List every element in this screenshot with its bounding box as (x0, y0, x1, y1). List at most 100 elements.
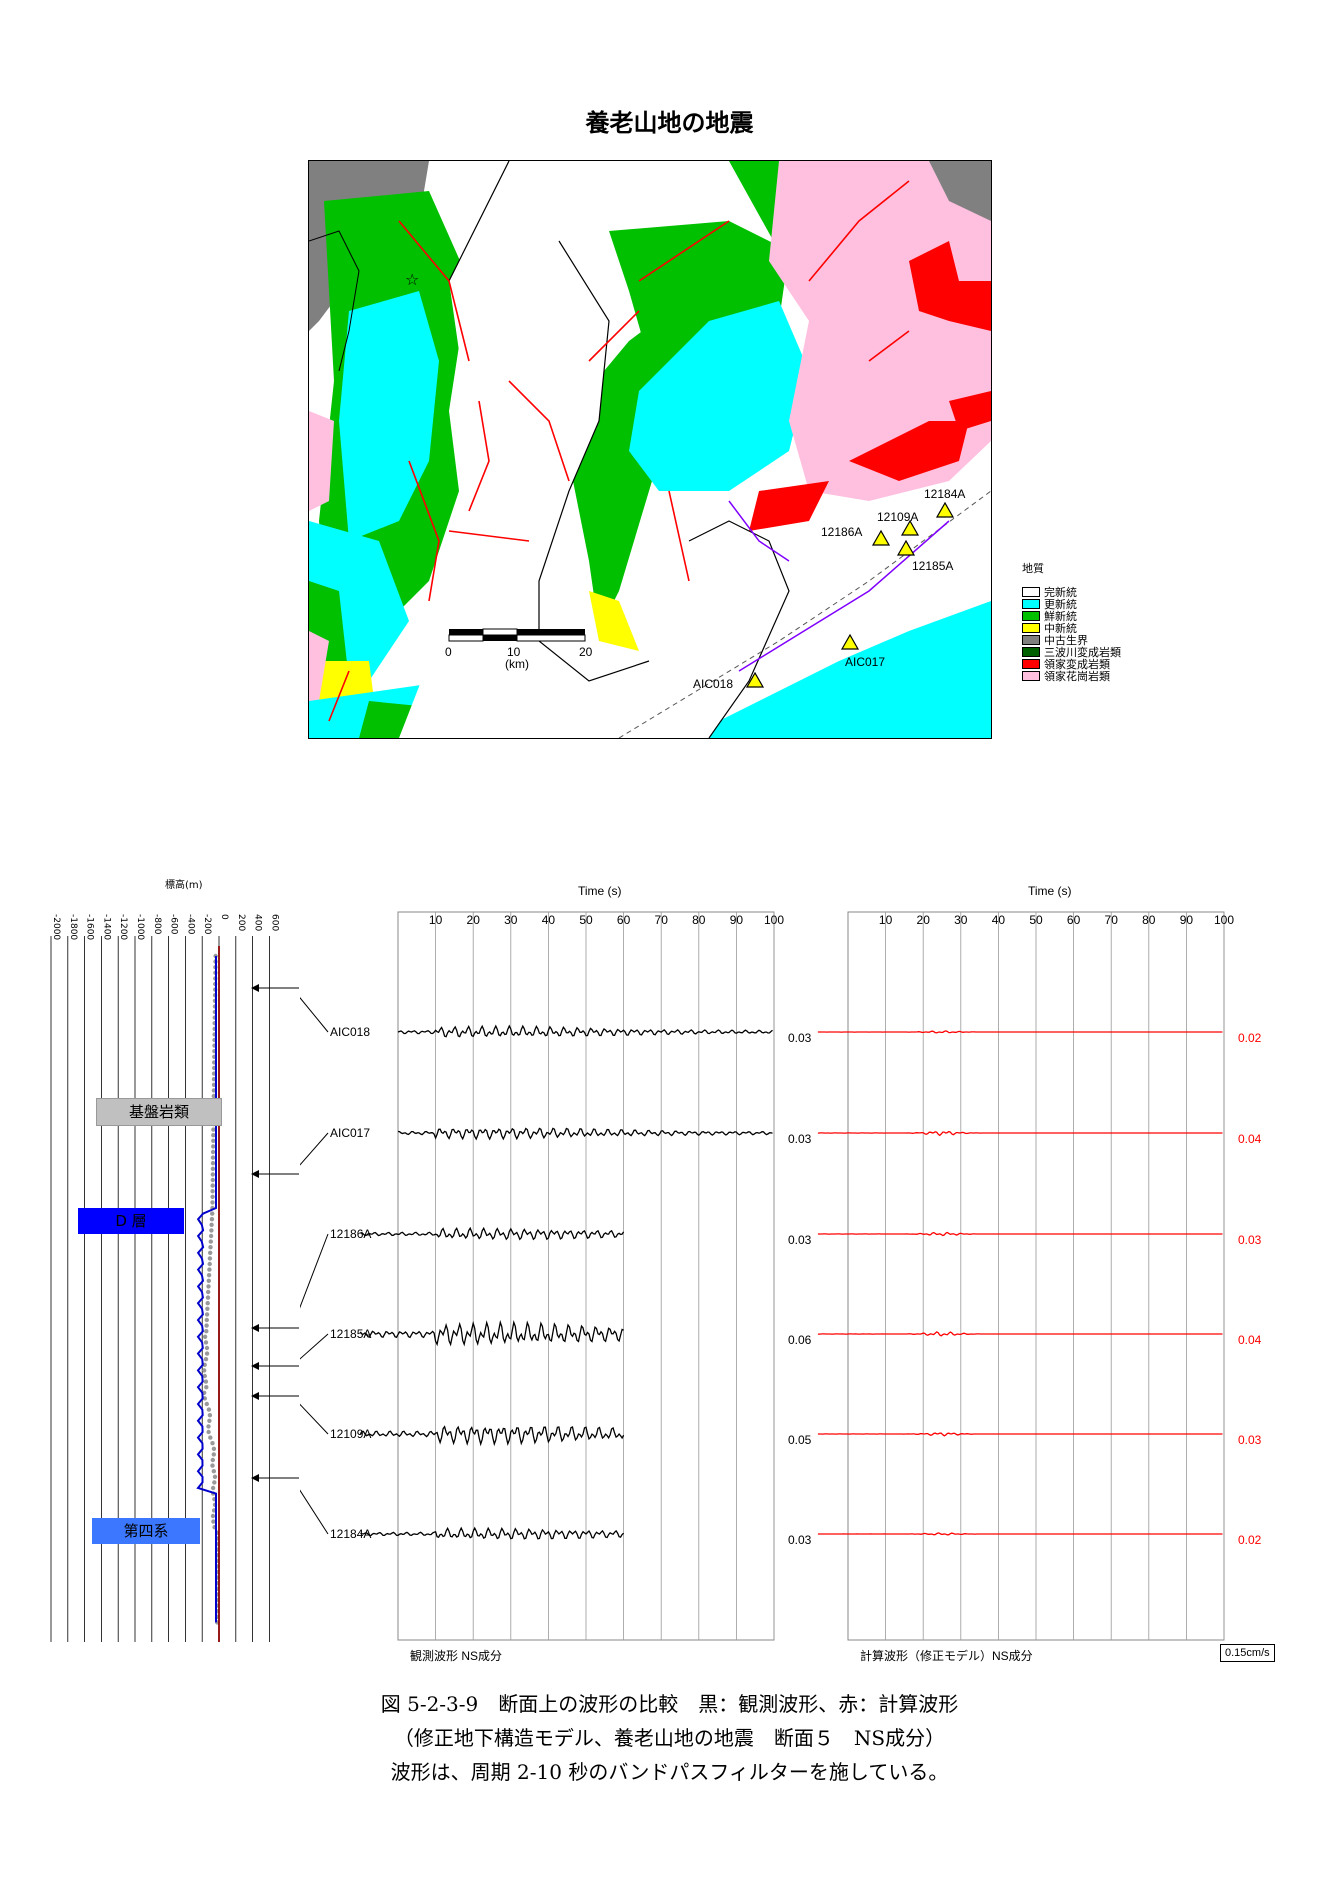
amplitude-label: 0.03 (788, 1132, 812, 1146)
time-tick-label: 40 (992, 913, 1006, 927)
basement-point (211, 1138, 216, 1143)
station-12184A-icon (935, 501, 955, 518)
basement-point (206, 1284, 211, 1289)
station-label: 12109A (877, 510, 919, 524)
legend-item: 領家花崗岩類 (1022, 670, 1121, 683)
basement-point (206, 1424, 211, 1429)
caption-line-3: 波形は、周期 2-10 秒のバンドパスフィルターを施している。 (390, 1760, 949, 1784)
station-label: 12186A (821, 525, 863, 539)
arrow-head-icon (251, 1362, 259, 1370)
basement-point (210, 1194, 215, 1199)
basement-point (212, 1474, 218, 1479)
arrow-head-icon (251, 984, 259, 992)
basement-point (206, 1289, 211, 1295)
basement-point (204, 1345, 210, 1351)
station-connector (300, 1489, 329, 1535)
basement-point (206, 1278, 211, 1283)
basement-point (207, 1418, 212, 1423)
basement-point (210, 1211, 215, 1216)
time-tick-label: 100 (1214, 913, 1234, 927)
basement-point (202, 1368, 207, 1373)
amplitude-label: 0.05 (788, 1433, 812, 1447)
scale-tick-10: 10 (507, 645, 521, 659)
basement-point (211, 1093, 216, 1099)
arrow-head-icon (251, 1324, 259, 1332)
time-tick-label: 10 (429, 913, 443, 927)
basement-point (207, 1261, 212, 1267)
label-bedrock: 基盤岩類 (96, 1098, 222, 1126)
obs-panel-title: 観測波形 NS成分 (410, 1649, 503, 1663)
amplitude-label: 0.03 (1238, 1233, 1262, 1247)
station-name-label: 12184A (330, 1527, 371, 1541)
station-connector (300, 1233, 329, 1309)
time-tick-label: 20 (917, 913, 931, 927)
legend-swatch (1022, 599, 1040, 609)
legend-label: 領家花崗岩類 (1044, 670, 1110, 683)
basement-point (204, 1323, 209, 1328)
station-name-label: 12109A (330, 1427, 371, 1441)
profile-axis-title: 標高(m) (165, 880, 203, 891)
basement-point (210, 1166, 216, 1171)
basement-point (210, 1457, 215, 1463)
basement-point (212, 1480, 217, 1485)
waveform-trace (817, 1532, 1223, 1536)
waveform-chart: 10 20 30 40 50 60 70 80 90 100 0.03 AIC018 0.03 AIC01… (300, 911, 1262, 1641)
waveform-trace (360, 1526, 625, 1540)
legend-swatch (1022, 671, 1040, 681)
amplitude-scale-label: 0.15cm/s (1220, 1644, 1275, 1662)
station-name-label: 12186A (330, 1227, 371, 1241)
waveform-trace (817, 1432, 1223, 1437)
legend-swatch (1022, 611, 1040, 621)
basement-point (207, 1413, 213, 1418)
amplitude-label: 0.04 (1238, 1333, 1262, 1347)
legend-item: 中新統 (1022, 622, 1121, 635)
scale-tick-0: 0 (445, 645, 452, 659)
profile-tick-label: -600 (169, 914, 179, 935)
legend-label: 中新統 (1044, 622, 1077, 635)
basement-point (204, 1329, 209, 1334)
waveform-trace (359, 1425, 625, 1447)
waveform-trace (817, 1130, 1223, 1137)
station-connector (300, 1333, 329, 1360)
time-tick-label: 10 (879, 913, 893, 927)
basement-point (204, 1312, 210, 1317)
scale-unit: (km) (505, 657, 529, 671)
legend-swatch (1022, 623, 1040, 633)
amplitude-label: 0.06 (788, 1333, 812, 1347)
epicenter-icon: ☆ (405, 270, 419, 289)
label-quaternary: 第四系 (92, 1518, 200, 1544)
basement-point (203, 1379, 209, 1384)
profile-tick-label: -1200 (118, 914, 128, 940)
amplitude-label: 0.02 (1238, 1031, 1262, 1045)
station-name-label: AIC018 (330, 1025, 370, 1039)
basement-point (208, 1250, 213, 1255)
basement-point (203, 1357, 209, 1362)
basement-point (202, 1334, 208, 1339)
profile-tick-label: -1600 (85, 914, 95, 940)
profile-tick-label: 600 (269, 914, 279, 931)
basement-point (205, 1295, 211, 1300)
basement-point (209, 1228, 214, 1233)
basement-point (204, 1385, 209, 1390)
basement-point (204, 1317, 209, 1323)
arrow-head-icon (251, 1392, 259, 1400)
d-layer-line (196, 956, 217, 1623)
station-12186A-icon (871, 529, 891, 546)
legend-label: 完新統 (1044, 586, 1077, 599)
basement-point (209, 1222, 214, 1227)
legend-swatch (1022, 659, 1040, 669)
basement-point (210, 1200, 215, 1205)
waveform-trace (817, 1331, 1223, 1337)
legend-label: 三波川変成岩類 (1044, 646, 1121, 659)
legend-swatch (1022, 587, 1040, 597)
profile-tick-label: 400 (253, 914, 263, 931)
time-tick-label: 70 (655, 913, 669, 927)
time-tick-label: 50 (579, 913, 593, 927)
basement-point (204, 1401, 209, 1407)
profile-tick-label: 0 (219, 914, 229, 920)
basement-point (205, 1306, 210, 1311)
basement-point (211, 1469, 216, 1474)
basement-point (211, 1144, 216, 1149)
amplitude-label: 0.04 (1238, 1132, 1262, 1146)
amplitude-label: 0.02 (1238, 1533, 1262, 1547)
